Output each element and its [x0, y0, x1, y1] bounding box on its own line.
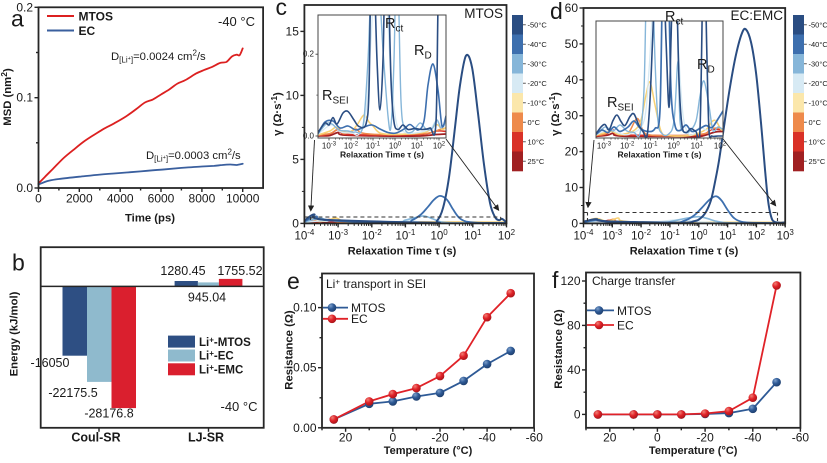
svg-text:d: d: [550, 0, 563, 24]
svg-text:0.10: 0.10: [293, 301, 317, 315]
svg-text:EC:EMC: EC:EMC: [730, 8, 783, 23]
svg-text:a: a: [11, 6, 24, 32]
svg-text:EC: EC: [617, 318, 634, 332]
svg-text:-40: -40: [478, 430, 496, 444]
svg-text:Temperature (°C): Temperature (°C): [384, 445, 473, 457]
svg-text:e: e: [287, 268, 300, 294]
svg-text:10: 10: [286, 88, 300, 102]
svg-text:EC: EC: [351, 312, 368, 326]
svg-text:-20°C: -20°C: [528, 79, 548, 88]
svg-text:10°C: 10°C: [809, 138, 826, 147]
svg-text:4000: 4000: [107, 192, 134, 206]
svg-text:50: 50: [565, 37, 579, 51]
svg-text:0: 0: [654, 430, 661, 444]
svg-text:-50°C: -50°C: [528, 21, 548, 30]
svg-text:-22175.5: -22175.5: [48, 386, 97, 400]
svg-text:MTOS: MTOS: [617, 304, 651, 318]
svg-text:60: 60: [565, 1, 579, 15]
svg-text:20: 20: [603, 430, 617, 444]
svg-text:Relaxation Time τ (s): Relaxation Time τ (s): [618, 150, 702, 160]
svg-text:-50°C: -50°C: [809, 21, 827, 30]
svg-text:120: 120: [560, 274, 580, 288]
svg-text:Resistance (Ω): Resistance (Ω): [284, 310, 296, 390]
svg-text:Relaxation Time τ (s): Relaxation Time τ (s): [630, 246, 739, 258]
svg-text:0.00: 0.00: [293, 421, 317, 435]
svg-text:10000: 10000: [226, 192, 260, 206]
svg-text:0°C: 0°C: [528, 118, 541, 127]
svg-text:b: b: [12, 250, 25, 276]
svg-text:-40 °C: -40 °C: [221, 399, 258, 414]
svg-text:-30°C: -30°C: [528, 60, 548, 69]
svg-text:MTOS: MTOS: [79, 10, 113, 24]
svg-text:0°C: 0°C: [809, 118, 822, 127]
svg-text:-40°C: -40°C: [528, 40, 548, 49]
svg-text:945.04: 945.04: [188, 291, 226, 305]
svg-text:30: 30: [565, 109, 579, 123]
svg-text:Li+-EMC: Li+-EMC: [199, 363, 243, 377]
svg-text:-60: -60: [526, 430, 544, 444]
svg-text:-40 °C: -40 °C: [218, 14, 255, 29]
svg-text:-16050: -16050: [31, 356, 70, 370]
svg-text:0.05: 0.05: [293, 361, 317, 375]
svg-text:15: 15: [286, 24, 300, 38]
svg-text:0.0: 0.0: [16, 181, 33, 195]
svg-text:MTOS: MTOS: [464, 6, 503, 21]
svg-text:20: 20: [339, 430, 353, 444]
svg-text:EC: EC: [79, 24, 96, 38]
svg-text:5: 5: [292, 152, 299, 166]
svg-text:80: 80: [567, 318, 581, 332]
svg-text:Li+ transport in SEI: Li+ transport in SEI: [326, 277, 426, 291]
svg-text:0.0: 0.0: [303, 132, 315, 141]
svg-text:-28176.8: -28176.8: [84, 407, 133, 421]
svg-text:1280.45: 1280.45: [160, 264, 205, 278]
svg-text:LJ-SR: LJ-SR: [188, 431, 224, 445]
svg-text:0.2: 0.2: [303, 50, 315, 59]
svg-text:-20°C: -20°C: [809, 79, 827, 88]
svg-text:0.1: 0.1: [16, 91, 33, 105]
svg-text:c: c: [276, 0, 288, 20]
svg-text:0: 0: [35, 192, 42, 206]
svg-text:40: 40: [565, 73, 579, 87]
svg-text:Temperature (°C): Temperature (°C): [649, 445, 738, 457]
svg-text:0: 0: [389, 430, 396, 444]
svg-text:-20: -20: [431, 430, 449, 444]
svg-text:0: 0: [574, 407, 581, 421]
svg-text:Time (ps): Time (ps): [125, 213, 175, 225]
svg-text:Relaxation Time τ (s): Relaxation Time τ (s): [340, 150, 424, 160]
svg-text:-40: -40: [744, 430, 762, 444]
svg-text:-40°C: -40°C: [809, 40, 827, 49]
svg-text:Coul-SR: Coul-SR: [71, 431, 120, 445]
svg-text:-60: -60: [792, 430, 810, 444]
svg-text:Li+-MTOS: Li+-MTOS: [199, 335, 251, 349]
svg-text:2000: 2000: [66, 192, 93, 206]
svg-text:Resistance (Ω): Resistance (Ω): [553, 309, 565, 389]
svg-text:Energy (kJ/mol): Energy (kJ/mol): [9, 291, 21, 376]
svg-text:0: 0: [292, 216, 299, 230]
svg-text:25°C: 25°C: [528, 157, 545, 166]
svg-text:10: 10: [565, 181, 579, 195]
svg-text:10°C: 10°C: [528, 138, 545, 147]
svg-text:1755.52: 1755.52: [217, 264, 262, 278]
svg-text:Li+-EC: Li+-EC: [199, 349, 234, 363]
svg-text:Relaxation Time τ (s): Relaxation Time τ (s): [348, 246, 457, 258]
svg-text:-10°C: -10°C: [809, 99, 827, 108]
svg-text:0: 0: [571, 216, 578, 230]
svg-text:8000: 8000: [189, 192, 216, 206]
svg-text:6000: 6000: [148, 192, 175, 206]
svg-text:-30°C: -30°C: [809, 60, 827, 69]
svg-text:-20: -20: [696, 430, 714, 444]
svg-text:25°C: 25°C: [809, 157, 826, 166]
svg-text:f: f: [552, 267, 559, 293]
svg-text:-10°C: -10°C: [528, 99, 548, 108]
svg-text:20: 20: [565, 145, 579, 159]
svg-text:40: 40: [567, 363, 581, 377]
svg-text:Charge transfer: Charge transfer: [592, 274, 675, 288]
